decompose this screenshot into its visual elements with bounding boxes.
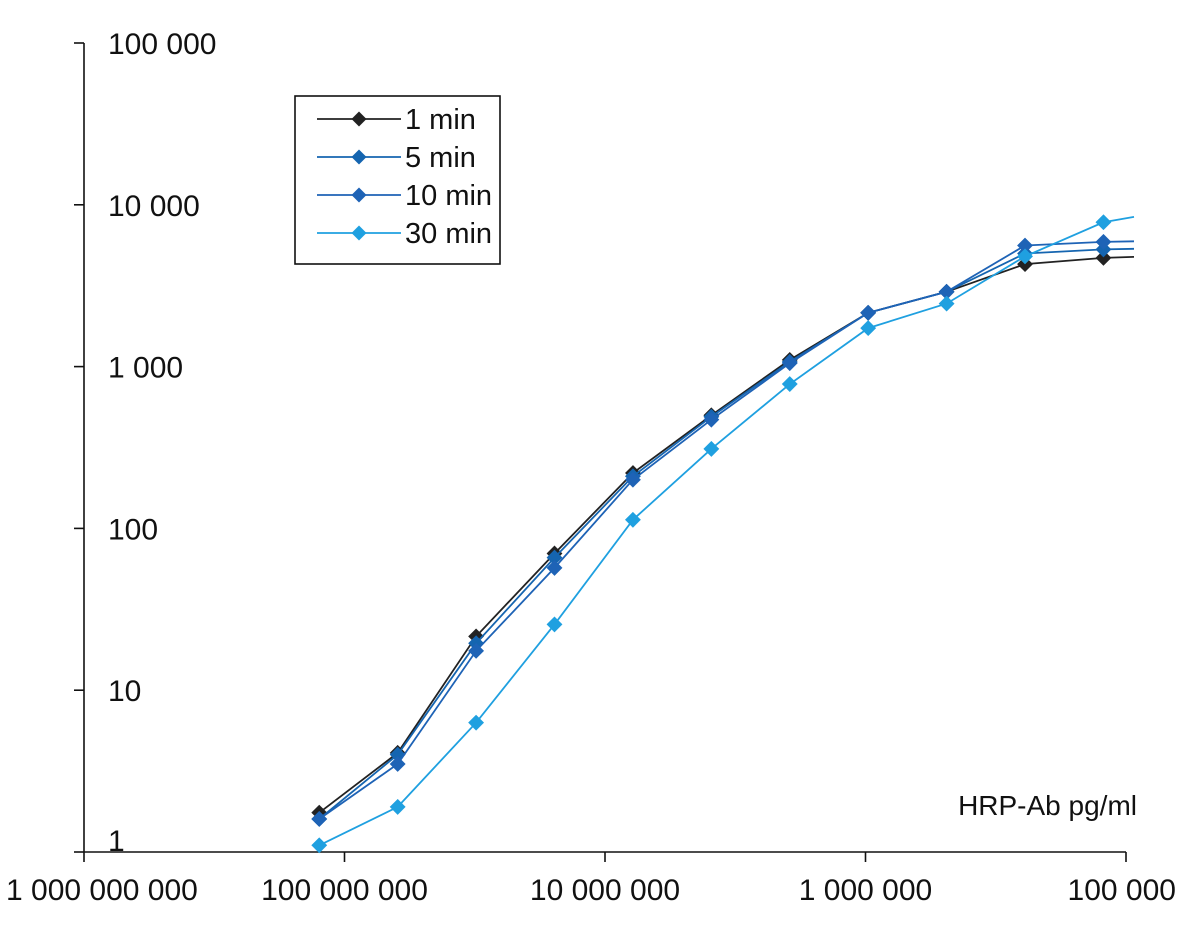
data-point (468, 642, 485, 659)
y-tick-label: 10 000 (108, 190, 200, 223)
data-point (389, 798, 406, 815)
data-point (1095, 214, 1112, 231)
legend-label: 30 min (405, 218, 492, 250)
data-point (468, 714, 485, 731)
series-layer (311, 214, 1135, 854)
data-point (546, 559, 563, 576)
series-line (318, 216, 1135, 847)
legend-item: 10 min (317, 180, 492, 212)
x-tick-label: 1 000 000 000 (6, 874, 198, 907)
series-1-min (311, 249, 1135, 821)
axes: 1 10 100 1 000 10 000 100 000 1 000 000 000 100… (6, 28, 1176, 907)
legend-label: 1 min (405, 104, 476, 136)
legend-item: 1 min (317, 104, 476, 136)
data-point (1017, 248, 1033, 265)
data-point (703, 411, 720, 428)
legend-marker (351, 225, 367, 241)
series-30-min (311, 214, 1135, 854)
x-axis-title: HRP-Ab pg/ml (958, 790, 1137, 821)
y-tick-label: 10 (108, 675, 141, 708)
y-tick-label: 100 (108, 513, 158, 546)
legend-item: 5 min (317, 142, 476, 174)
legend-label: 5 min (405, 142, 476, 174)
legend: 1 min 5 min 10 min 30 min (294, 95, 501, 265)
series-line (318, 240, 1135, 820)
data-point (1095, 249, 1112, 266)
data-point (546, 616, 563, 633)
series-10-min (311, 233, 1135, 827)
data-point (781, 376, 798, 392)
legend-box (294, 95, 501, 265)
data-point (860, 320, 877, 337)
series-line (318, 247, 1135, 820)
data-point (389, 756, 406, 772)
legend-label: 10 min (405, 180, 492, 212)
x-tick-label: 1 000 000 (799, 874, 932, 907)
legend-item: 30 min (317, 218, 492, 250)
data-point (311, 837, 328, 854)
series-5-min (311, 241, 1135, 827)
data-point (1095, 233, 1112, 250)
series-line (318, 256, 1135, 814)
x-tick-label: 100 000 000 (261, 874, 428, 907)
y-tick-label: 100 000 (108, 28, 216, 61)
x-tick-label: 10 000 000 (530, 874, 680, 907)
legend-marker (351, 187, 367, 203)
y-tick-label: 1 000 (108, 352, 183, 385)
data-point (703, 440, 720, 457)
data-point (311, 811, 328, 827)
x-tick-label: 100 000 (1068, 874, 1176, 907)
legend-marker (351, 111, 367, 127)
data-point (860, 304, 877, 321)
y-tick-label: 1 (108, 825, 125, 858)
legend-marker (351, 149, 367, 165)
data-point (938, 295, 955, 312)
data-point (781, 355, 798, 372)
data-point (625, 471, 641, 488)
data-point (625, 511, 641, 528)
